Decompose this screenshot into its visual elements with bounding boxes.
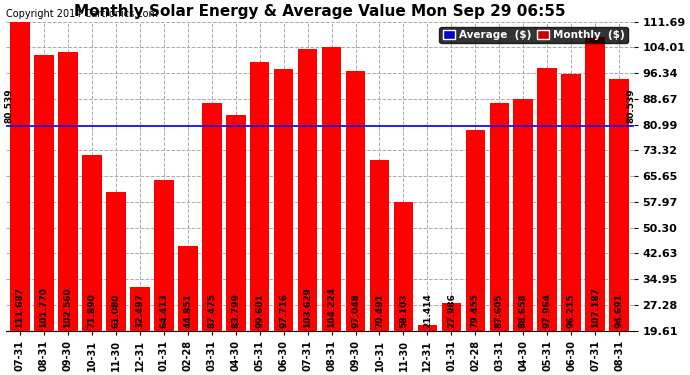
- Text: 103.629: 103.629: [303, 287, 312, 328]
- Text: 83.799: 83.799: [231, 292, 240, 328]
- Text: 27.986: 27.986: [447, 293, 456, 328]
- Text: 107.187: 107.187: [591, 286, 600, 328]
- Bar: [82, 155, 101, 375]
- Bar: [417, 325, 437, 375]
- Bar: [370, 160, 389, 375]
- Bar: [10, 22, 30, 375]
- Bar: [346, 71, 366, 375]
- Text: 94.691: 94.691: [615, 292, 624, 328]
- Text: 80.539: 80.539: [627, 88, 635, 123]
- Bar: [130, 288, 150, 375]
- Text: 88.658: 88.658: [519, 293, 528, 328]
- Text: 64.413: 64.413: [159, 293, 168, 328]
- Text: 99.601: 99.601: [255, 293, 264, 328]
- Bar: [466, 130, 485, 375]
- Title: Monthly Solar Energy & Average Value Mon Sep 29 06:55: Monthly Solar Energy & Average Value Mon…: [74, 4, 565, 19]
- Bar: [489, 102, 509, 375]
- Text: 58.103: 58.103: [399, 293, 408, 328]
- Text: 97.716: 97.716: [279, 292, 288, 328]
- Text: 32.497: 32.497: [135, 292, 144, 328]
- Bar: [562, 74, 581, 375]
- Bar: [250, 62, 270, 375]
- Bar: [58, 53, 78, 375]
- Bar: [34, 55, 54, 375]
- Text: 80.539: 80.539: [5, 88, 14, 123]
- Bar: [609, 79, 629, 375]
- Legend: Average  ($), Monthly  ($): Average ($), Monthly ($): [440, 27, 629, 43]
- Text: 87.475: 87.475: [207, 292, 216, 328]
- Bar: [538, 68, 557, 375]
- Text: 61.080: 61.080: [111, 293, 120, 328]
- Text: 96.215: 96.215: [566, 293, 575, 328]
- Text: Copyright 2014 Cartronics.com: Copyright 2014 Cartronics.com: [6, 9, 157, 19]
- Bar: [178, 246, 197, 375]
- Bar: [513, 99, 533, 375]
- Bar: [202, 103, 221, 375]
- Text: 79.455: 79.455: [471, 292, 480, 328]
- Bar: [585, 37, 605, 375]
- Bar: [226, 115, 246, 375]
- Text: 101.770: 101.770: [39, 287, 48, 328]
- Text: 111.687: 111.687: [15, 286, 24, 328]
- Bar: [322, 47, 342, 375]
- Text: 102.560: 102.560: [63, 287, 72, 328]
- Text: 87.605: 87.605: [495, 293, 504, 328]
- Bar: [154, 180, 174, 375]
- Text: 44.851: 44.851: [184, 293, 193, 328]
- Text: 97.964: 97.964: [543, 292, 552, 328]
- Bar: [442, 303, 461, 375]
- Text: 21.414: 21.414: [423, 293, 432, 328]
- Bar: [274, 69, 293, 375]
- Text: 104.224: 104.224: [327, 286, 336, 328]
- Text: 71.890: 71.890: [88, 293, 97, 328]
- Bar: [106, 192, 126, 375]
- Text: 70.491: 70.491: [375, 293, 384, 328]
- Bar: [393, 201, 413, 375]
- Bar: [298, 49, 317, 375]
- Text: 97.048: 97.048: [351, 293, 360, 328]
